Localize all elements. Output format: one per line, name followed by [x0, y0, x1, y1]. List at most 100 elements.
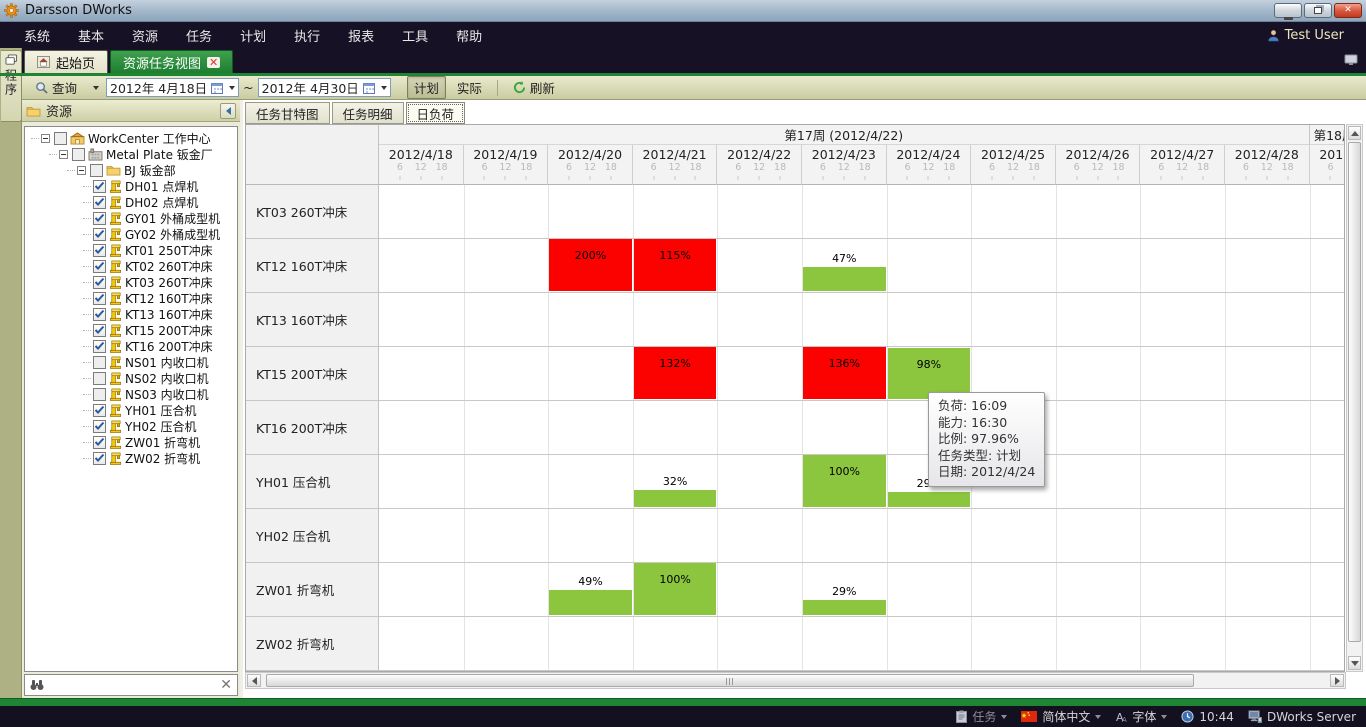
- tree-item[interactable]: YH02 压合机: [25, 418, 237, 434]
- tree-item[interactable]: ZW02 折弯机: [25, 450, 237, 466]
- menu-item-8[interactable]: 工具: [402, 29, 429, 45]
- view-tab-inactive[interactable]: 任务明细: [331, 102, 404, 124]
- menu-item-7[interactable]: 报表: [348, 29, 375, 45]
- menu-item-4[interactable]: 任务: [186, 29, 213, 45]
- tree-checkbox[interactable]: [93, 259, 106, 273]
- tree-checkbox[interactable]: [93, 451, 106, 465]
- tree-checkbox[interactable]: [93, 291, 106, 305]
- dropdown-caret-icon[interactable]: [1161, 714, 1168, 719]
- load-bar[interactable]: 200%: [549, 239, 632, 291]
- tree-item[interactable]: Metal Plate 钣金厂: [25, 146, 237, 162]
- query-dropdown[interactable]: [88, 84, 102, 92]
- program-side-tab[interactable]: 程序: [1, 50, 22, 122]
- load-bar[interactable]: 32%: [633, 475, 717, 507]
- load-bar[interactable]: 29%: [803, 585, 886, 615]
- tree-checkbox[interactable]: [72, 147, 85, 161]
- scroll-down-button[interactable]: [1348, 656, 1361, 670]
- refresh-button[interactable]: 刷新: [506, 76, 562, 99]
- actual-toggle-button[interactable]: 实际: [456, 81, 482, 96]
- minimize-button[interactable]: [1274, 3, 1302, 20]
- tree-item[interactable]: ZW01 折弯机: [25, 434, 237, 450]
- tree-item[interactable]: KT12 160T冲床: [25, 290, 237, 306]
- doc-tab-active[interactable]: 资源任务视图 ✕: [110, 50, 234, 73]
- tree-checkbox[interactable]: [93, 275, 106, 289]
- tree-item[interactable]: KT16 200T冲床: [25, 338, 237, 354]
- tree-expander-icon[interactable]: [77, 165, 86, 175]
- status-item[interactable]: 任务: [956, 708, 1008, 725]
- tree-checkbox[interactable]: [93, 435, 106, 449]
- dropdown-caret-icon[interactable]: [1095, 714, 1102, 719]
- doc-tab-home[interactable]: 起始页: [24, 50, 109, 73]
- vertical-scrollbar[interactable]: [1346, 124, 1363, 672]
- tree-item[interactable]: GY01 外桶成型机: [25, 210, 237, 226]
- tree-item[interactable]: KT02 260T冲床: [25, 258, 237, 274]
- tree-item[interactable]: WorkCenter 工作中心: [25, 130, 237, 146]
- tree-item[interactable]: NS02 内收口机: [25, 370, 237, 386]
- status-item[interactable]: 简体中文: [1021, 708, 1102, 725]
- date-from-field[interactable]: 2012年 4月18日: [106, 78, 240, 97]
- load-bar[interactable]: 100%: [803, 455, 886, 507]
- tree-item[interactable]: NS01 内收口机: [25, 354, 237, 370]
- load-bar[interactable]: 100%: [633, 563, 717, 615]
- dropdown-caret-icon[interactable]: [1001, 714, 1008, 719]
- tree-checkbox[interactable]: [93, 195, 106, 209]
- tree-checkbox[interactable]: [93, 211, 106, 225]
- tree-checkbox[interactable]: [54, 131, 67, 145]
- close-tab-icon[interactable]: ✕: [207, 55, 221, 69]
- tree-checkbox[interactable]: [93, 355, 106, 369]
- menu-item-5[interactable]: 计划: [240, 29, 267, 45]
- tree-checkbox[interactable]: [93, 403, 106, 417]
- menu-item-3[interactable]: 资源: [132, 29, 159, 45]
- tree-checkbox[interactable]: [93, 179, 106, 193]
- clear-search-icon[interactable]: ✕: [220, 677, 232, 693]
- tree-item[interactable]: KT01 250T冲床: [25, 242, 237, 258]
- date-from-dropdown[interactable]: [229, 85, 236, 90]
- tree-item[interactable]: GY02 外桶成型机: [25, 226, 237, 242]
- close-button[interactable]: ✕: [1334, 3, 1362, 18]
- view-tab-inactive[interactable]: 任务甘特图: [245, 102, 330, 124]
- load-bar[interactable]: 132%: [633, 347, 717, 399]
- tree-checkbox[interactable]: [93, 307, 106, 321]
- tree-item[interactable]: KT13 160T冲床: [25, 306, 237, 322]
- menu-item-9[interactable]: 帮助: [456, 29, 483, 45]
- tree-item[interactable]: BJ 钣金部: [25, 162, 237, 178]
- load-bar[interactable]: 29%: [887, 477, 971, 507]
- vertical-scroll-thumb[interactable]: [1348, 142, 1361, 642]
- date-to-field[interactable]: 2012年 4月30日: [257, 78, 391, 97]
- tree-checkbox[interactable]: [93, 419, 106, 433]
- load-bar[interactable]: 49%: [549, 575, 632, 615]
- menu-item-1[interactable]: 系统: [24, 29, 51, 45]
- tree-item[interactable]: DH01 点焊机: [25, 178, 237, 194]
- tree-checkbox[interactable]: [93, 227, 106, 241]
- scroll-right-button[interactable]: [1330, 674, 1344, 687]
- restore-button[interactable]: [1304, 3, 1332, 18]
- tree-item[interactable]: KT15 200T冲床: [25, 322, 237, 338]
- tree-checkbox[interactable]: [93, 243, 106, 257]
- tree-checkbox[interactable]: [93, 323, 106, 337]
- menu-item-6[interactable]: 执行: [294, 29, 321, 45]
- query-button[interactable]: 查询: [28, 76, 84, 99]
- plan-toggle-button[interactable]: 计划: [406, 76, 446, 99]
- tree-item[interactable]: DH02 点焊机: [25, 194, 237, 210]
- menu-item-2[interactable]: 基本: [78, 29, 105, 45]
- load-bar[interactable]: 98%: [887, 348, 971, 399]
- tree-checkbox[interactable]: [90, 163, 103, 177]
- scroll-left-button[interactable]: [247, 674, 261, 687]
- load-bar[interactable]: 136%: [803, 347, 886, 399]
- tab-list-icon[interactable]: [1344, 51, 1358, 70]
- view-tab-active[interactable]: 日负荷: [405, 102, 466, 124]
- tree-item[interactable]: YH01 压合机: [25, 402, 237, 418]
- tree-search-bar[interactable]: ✕: [24, 674, 238, 696]
- scroll-up-button[interactable]: [1348, 126, 1361, 140]
- sidebar-collapse-button[interactable]: [220, 102, 236, 119]
- status-item[interactable]: A A 字体: [1115, 708, 1168, 725]
- horizontal-scroll-thumb[interactable]: [266, 674, 1194, 687]
- load-bar[interactable]: 47%: [803, 252, 886, 291]
- tree-checkbox[interactable]: [93, 371, 106, 385]
- horizontal-scrollbar[interactable]: [245, 672, 1346, 689]
- tree-item[interactable]: KT03 260T冲床: [25, 274, 237, 290]
- load-bar[interactable]: 115%: [633, 239, 717, 291]
- tree-checkbox[interactable]: [93, 339, 106, 353]
- tree-checkbox[interactable]: [93, 387, 106, 401]
- tree-expander-icon[interactable]: [41, 133, 50, 143]
